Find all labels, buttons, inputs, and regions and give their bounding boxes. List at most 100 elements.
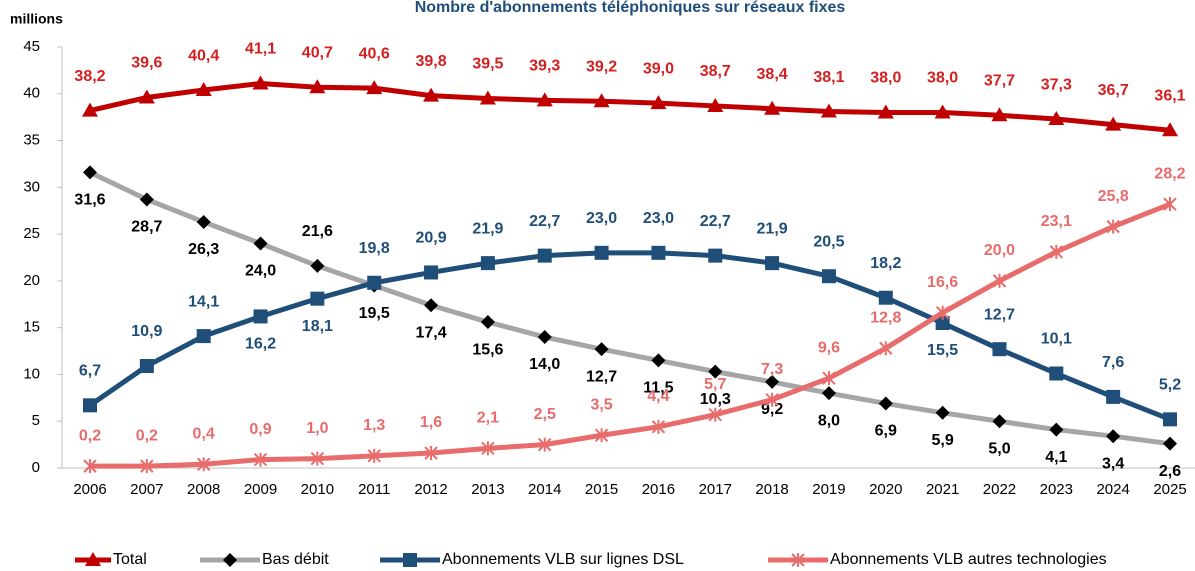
data-label: 10,9 bbox=[131, 323, 162, 340]
data-label: 2,6 bbox=[1159, 463, 1181, 480]
x-tick-label: 2012 bbox=[414, 481, 447, 498]
data-point bbox=[479, 90, 496, 105]
data-label: 38,2 bbox=[74, 68, 105, 85]
data-label: 28,7 bbox=[131, 219, 162, 236]
data-point bbox=[878, 290, 893, 305]
data-label: 20,9 bbox=[415, 230, 446, 247]
data-label: 5,2 bbox=[1159, 377, 1181, 394]
series-line bbox=[89, 80, 1171, 133]
data-label: 10,3 bbox=[700, 391, 731, 408]
data-point bbox=[480, 315, 495, 330]
data-point bbox=[651, 353, 666, 368]
data-point bbox=[821, 269, 836, 284]
data-label: 28,2 bbox=[1154, 165, 1185, 182]
y-tick-label: 20 bbox=[23, 272, 40, 289]
data-label: 40,4 bbox=[188, 47, 219, 64]
y-tick-label: 25 bbox=[23, 225, 40, 242]
data-point bbox=[708, 248, 723, 263]
data-point bbox=[139, 192, 154, 207]
data-point bbox=[879, 341, 893, 356]
data-label: 19,5 bbox=[359, 305, 390, 322]
data-label: 1,6 bbox=[420, 414, 442, 431]
data-point bbox=[367, 275, 382, 290]
data-label: 19,8 bbox=[359, 240, 390, 257]
data-label: 10,1 bbox=[1041, 331, 1072, 348]
data-label: 38,0 bbox=[870, 70, 901, 87]
data-label: 16,2 bbox=[245, 336, 276, 353]
data-label: 23,0 bbox=[586, 210, 617, 227]
x-tick-label: 2021 bbox=[926, 481, 959, 498]
data-point bbox=[83, 459, 97, 474]
data-label: 38,1 bbox=[813, 69, 844, 86]
data-label: 36,7 bbox=[1098, 82, 1129, 99]
data-point bbox=[593, 93, 610, 108]
data-label: 5,7 bbox=[704, 376, 726, 393]
data-label: 3,4 bbox=[1102, 455, 1124, 472]
data-label: 7,3 bbox=[761, 361, 783, 378]
x-tick-label: 2014 bbox=[528, 481, 561, 498]
data-label: 36,1 bbox=[1154, 87, 1185, 104]
data-point bbox=[253, 236, 268, 251]
data-point bbox=[934, 104, 951, 119]
x-tick-label: 2010 bbox=[301, 481, 334, 498]
y-tick-label: 10 bbox=[23, 365, 40, 382]
data-point bbox=[1163, 197, 1177, 212]
data-point bbox=[424, 298, 439, 313]
data-point bbox=[1106, 429, 1121, 444]
data-label: 6,7 bbox=[79, 363, 101, 380]
data-point bbox=[594, 342, 609, 357]
data-point bbox=[708, 364, 723, 379]
data-point bbox=[252, 75, 269, 90]
data-label: 39,5 bbox=[472, 56, 503, 73]
y-tick-label: 15 bbox=[23, 319, 40, 336]
data-label: 8,0 bbox=[818, 412, 840, 429]
data-point bbox=[138, 89, 155, 104]
data-point bbox=[935, 405, 950, 420]
data-point bbox=[310, 451, 325, 466]
data-label: 31,6 bbox=[74, 192, 105, 209]
x-tick-label: 2013 bbox=[471, 481, 504, 498]
data-point bbox=[765, 392, 779, 407]
data-point bbox=[537, 330, 552, 345]
chart-title: Nombre d'abonnements téléphoniques sur r… bbox=[415, 0, 846, 16]
data-point bbox=[139, 359, 154, 374]
data-point bbox=[480, 256, 495, 271]
data-label: 23,1 bbox=[1041, 213, 1072, 230]
data-point bbox=[481, 441, 495, 456]
data-label: 37,7 bbox=[984, 73, 1015, 90]
data-label: 1,0 bbox=[306, 420, 328, 437]
legend-label: Abonnements VLB autres technologies bbox=[830, 551, 1107, 568]
data-label: 21,6 bbox=[302, 223, 333, 240]
data-label: 23,0 bbox=[643, 210, 674, 227]
data-label: 38,4 bbox=[757, 66, 788, 83]
data-point bbox=[310, 291, 325, 306]
data-label: 20,0 bbox=[984, 242, 1015, 259]
x-tick-label: 2006 bbox=[73, 481, 106, 498]
data-point bbox=[195, 82, 212, 97]
data-point bbox=[935, 305, 950, 320]
y-tick-label: 5 bbox=[32, 412, 40, 429]
data-point bbox=[651, 419, 666, 434]
data-point bbox=[423, 87, 440, 102]
series-line bbox=[90, 201, 1171, 469]
data-point bbox=[1048, 111, 1065, 126]
data-label: 7,6 bbox=[1102, 354, 1124, 371]
data-point bbox=[707, 97, 724, 112]
legend-marker bbox=[223, 553, 237, 567]
data-point bbox=[538, 437, 552, 452]
data-label: 37,3 bbox=[1041, 76, 1072, 93]
data-point bbox=[253, 452, 268, 467]
data-label: 14,1 bbox=[188, 293, 219, 310]
data-point bbox=[878, 396, 893, 411]
data-point bbox=[820, 103, 837, 118]
data-point bbox=[196, 329, 211, 344]
data-label: 40,6 bbox=[359, 45, 390, 62]
data-point bbox=[935, 315, 950, 330]
y-tick-label: 40 bbox=[23, 85, 40, 102]
data-point bbox=[424, 446, 438, 461]
x-tick-label: 2009 bbox=[244, 481, 277, 498]
legend-label: Bas débit bbox=[262, 551, 329, 568]
data-label: 4,1 bbox=[1045, 449, 1067, 466]
y-tick-label: 30 bbox=[23, 178, 40, 195]
